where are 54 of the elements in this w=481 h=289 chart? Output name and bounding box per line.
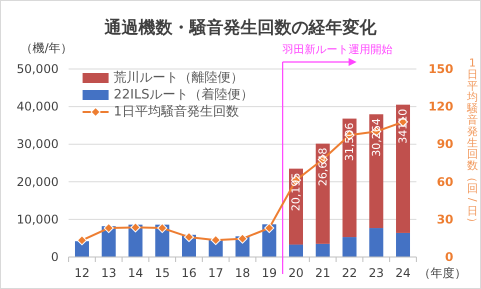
y-tick-label: 10,000 [16,212,59,226]
y2-tick-label: 60 [436,174,454,189]
x-tick-label: 23 [368,266,384,280]
y-tick-label: 0 [50,250,59,264]
y2-tick-label: 150 [428,62,454,76]
y2-tick-label: 120 [428,100,454,114]
x-tick-label: 18 [234,266,250,280]
y-tick-label: 50,000 [16,62,59,76]
bar [342,237,357,257]
bar [369,114,384,228]
x-tick-label: 16 [181,266,197,280]
y-axis-title: （機/年） [20,41,73,55]
y-tick-label: 40,000 [16,100,59,114]
point [76,235,87,246]
y2-tick-label: 90 [436,137,454,152]
x-tick-label: 12 [74,266,90,280]
x-tick-label: 21 [315,266,330,280]
x-tick-label: 15 [154,266,170,280]
y-tick-label: 20,000 [16,174,59,189]
bar [342,118,357,238]
bar [396,104,410,233]
x-tick-label: 13 [101,266,116,280]
data-label: 31,506 [343,122,356,162]
point [104,223,114,234]
point [184,232,194,242]
point [210,235,221,246]
ref-line-label: 羽田新ルート運用開始 [282,43,393,56]
point [130,222,140,232]
legend-label: 1日平均騒音発生回数 [114,104,239,120]
x-tick-label: 24 [395,266,411,280]
y-tick-label: 30,000 [16,137,59,152]
bar [396,232,410,257]
point [157,223,168,234]
y2-tick-label: 0 [445,250,454,264]
x-axis-title: （年度） [418,266,466,280]
bar [316,144,330,244]
bar [369,228,384,257]
x-tick-label: 22 [342,266,358,280]
data-label: 30,264 [370,118,383,157]
point [238,234,248,244]
point [264,223,274,234]
x-tick-label: 14 [128,266,144,280]
bar [289,244,304,257]
y2-tick-label: 30 [436,212,454,226]
bar [316,244,330,257]
x-tick-label: 17 [208,266,224,280]
data-label: 34110 [396,108,410,144]
legend-label: 荒川ルート（離陸便） [114,70,244,86]
text: 1日平均騒音発生回数（回/日） [466,56,479,228]
chart-title: 通過機数・騒音発生回数の経年変化 [104,18,378,38]
x-tick-label: 20 [288,266,304,280]
x-tick-label: 19 [262,266,277,280]
data-label: 20,195 [290,172,303,212]
legend-label: 22ILSルート（着陸便） [114,86,254,102]
